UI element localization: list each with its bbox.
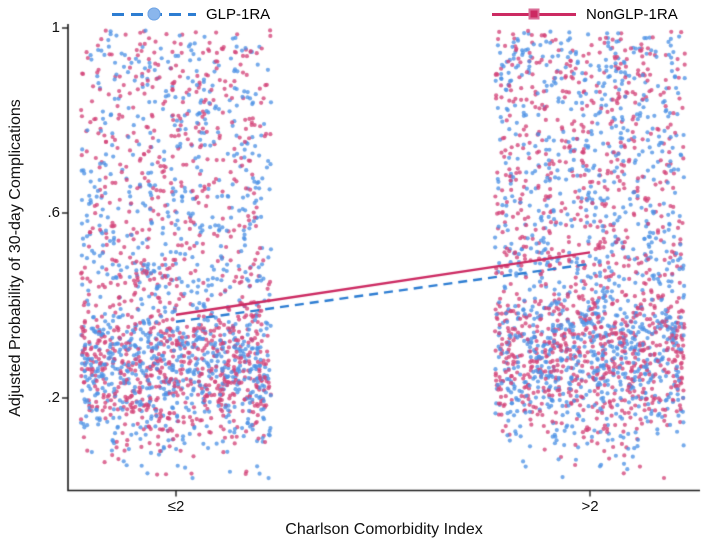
x-axis-title: Charlson Comorbidity Index bbox=[285, 521, 483, 538]
legend-label-glp1ra: GLP-1RA bbox=[206, 5, 271, 23]
legend-entry-nonglp1ra: NonGLP-1RA bbox=[492, 5, 678, 23]
glp1ra-circle-marker-icon bbox=[147, 7, 161, 21]
glp1ra-dashed-line-sample bbox=[112, 7, 196, 21]
y-axis-title: Adjusted Probability of 30-day Complicat… bbox=[7, 99, 24, 417]
y-tick-label-0.6: .6 bbox=[47, 204, 60, 221]
nonglp1ra-solid-line-sample bbox=[492, 8, 576, 20]
legend-label-nonglp1ra: NonGLP-1RA bbox=[586, 5, 678, 23]
y-tick-label-0.2: .2 bbox=[47, 389, 60, 406]
nonglp1ra-square-marker-icon bbox=[528, 8, 540, 20]
x-tick-label-gt2: >2 bbox=[581, 498, 599, 515]
legend-entry-glp1ra: GLP-1RA bbox=[112, 5, 270, 23]
y-tick-label-1: 1 bbox=[51, 19, 60, 36]
x-tick-label-le2: ≤2 bbox=[167, 498, 185, 515]
